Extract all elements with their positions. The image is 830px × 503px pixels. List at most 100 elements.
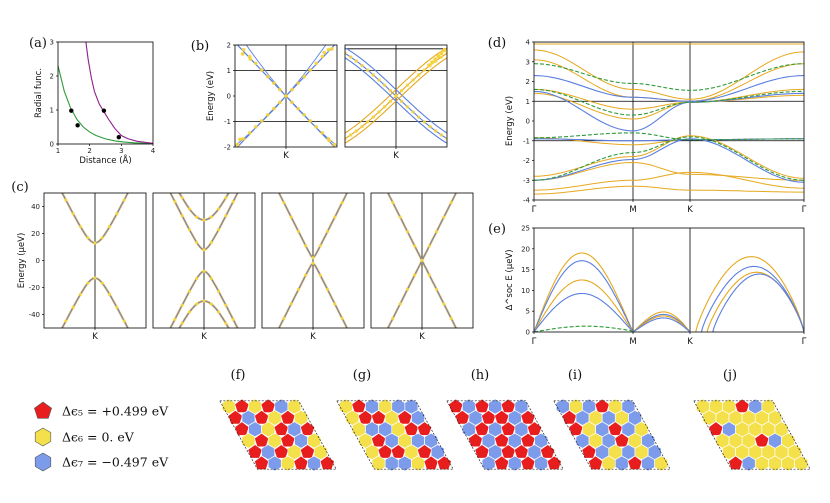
hexagon-cell bbox=[462, 421, 476, 438]
data-point bbox=[348, 55, 353, 59]
data-point bbox=[439, 55, 444, 59]
data-point bbox=[314, 61, 319, 66]
data-point bbox=[254, 140, 257, 143]
series-line-blue bbox=[534, 292, 634, 332]
data-point bbox=[232, 183, 235, 186]
data-point bbox=[345, 136, 347, 141]
x-tick-label: 1 bbox=[56, 147, 60, 155]
data-point bbox=[457, 331, 460, 334]
data-point bbox=[187, 310, 191, 314]
data-point bbox=[166, 186, 169, 189]
data-point bbox=[195, 277, 199, 281]
y-axis-label: Radial func. bbox=[34, 68, 44, 118]
pentagon-cell bbox=[417, 444, 433, 459]
data-point bbox=[427, 273, 431, 277]
axes-frame bbox=[57, 41, 154, 145]
data-point bbox=[388, 88, 393, 93]
pentagon-cell bbox=[540, 444, 556, 459]
series-line-blue bbox=[632, 313, 691, 332]
data-point bbox=[422, 120, 427, 124]
data-point bbox=[239, 332, 242, 335]
pentagon-cell bbox=[454, 410, 470, 425]
data-point bbox=[217, 207, 221, 211]
series-line-gold bbox=[632, 311, 691, 332]
data-point bbox=[57, 333, 60, 336]
data-point bbox=[289, 302, 293, 306]
y-tick-label: 0 bbox=[36, 257, 40, 265]
data-point bbox=[137, 170, 140, 173]
data-point bbox=[290, 100, 294, 105]
pentagon-cell bbox=[520, 455, 536, 470]
data-point bbox=[427, 244, 431, 248]
x-tick-label: K bbox=[419, 332, 425, 342]
x-tick-label: Γ bbox=[802, 337, 807, 347]
data-point bbox=[173, 200, 177, 204]
data-point bbox=[195, 240, 199, 244]
data-point bbox=[371, 73, 376, 77]
data-point bbox=[411, 78, 415, 82]
data-point bbox=[289, 215, 293, 219]
plot-area bbox=[534, 42, 804, 200]
pentagon-cell bbox=[494, 410, 510, 425]
pentagon-cell bbox=[513, 444, 529, 459]
hexagon-cell bbox=[411, 455, 425, 472]
y-tick-label: -2 bbox=[224, 144, 231, 152]
data-point bbox=[100, 281, 104, 285]
data-point bbox=[166, 332, 169, 335]
hexagon-cell bbox=[507, 432, 522, 449]
data-point bbox=[405, 83, 410, 87]
data-point bbox=[266, 112, 270, 117]
plot-area bbox=[534, 228, 804, 332]
pentagon-cell bbox=[300, 444, 316, 459]
data-point bbox=[101, 108, 107, 113]
plot-area bbox=[58, 42, 153, 144]
pentagon-cell bbox=[280, 410, 296, 425]
data-point bbox=[122, 198, 126, 202]
band-line bbox=[534, 90, 804, 132]
data-point bbox=[296, 229, 300, 233]
data-point bbox=[311, 261, 315, 265]
pentagon-cell bbox=[467, 432, 483, 448]
data-point bbox=[50, 170, 53, 173]
data-point bbox=[363, 360, 366, 363]
x-tick-label: Γ bbox=[532, 337, 537, 347]
data-point bbox=[236, 41, 240, 45]
data-point bbox=[217, 228, 221, 232]
pentagon-cell bbox=[448, 398, 464, 413]
pentagon-cell bbox=[377, 444, 393, 459]
panel-label: (j) bbox=[723, 368, 737, 383]
data-point bbox=[428, 124, 432, 129]
data-point bbox=[405, 287, 409, 291]
data-point bbox=[394, 94, 398, 98]
unit-cell-outline bbox=[693, 400, 811, 470]
data-point bbox=[202, 299, 206, 303]
y-tick-label: 20 bbox=[521, 245, 530, 253]
data-point bbox=[320, 131, 325, 135]
data-point bbox=[442, 215, 446, 219]
data-point bbox=[314, 125, 319, 129]
pentagon-cell bbox=[280, 432, 296, 448]
lattice-h: (h) bbox=[446, 368, 564, 472]
data-point bbox=[254, 157, 257, 160]
data-point bbox=[152, 157, 155, 160]
data-point bbox=[278, 87, 282, 92]
data-point bbox=[472, 158, 475, 161]
data-point bbox=[115, 212, 119, 216]
data-point bbox=[302, 74, 306, 79]
data-point bbox=[202, 248, 206, 252]
data-point bbox=[187, 289, 191, 293]
data-point bbox=[209, 240, 213, 244]
data-point bbox=[427, 63, 432, 68]
data-point bbox=[449, 201, 453, 205]
data-point bbox=[246, 155, 249, 158]
data-point bbox=[239, 186, 242, 189]
data-point bbox=[290, 87, 294, 92]
data-point bbox=[382, 83, 387, 87]
data-point bbox=[159, 155, 162, 158]
data-point bbox=[241, 47, 246, 52]
data-point bbox=[340, 316, 344, 320]
pentagon-cell bbox=[423, 455, 439, 470]
data-point bbox=[435, 230, 439, 234]
pentagon-cell bbox=[588, 455, 604, 470]
